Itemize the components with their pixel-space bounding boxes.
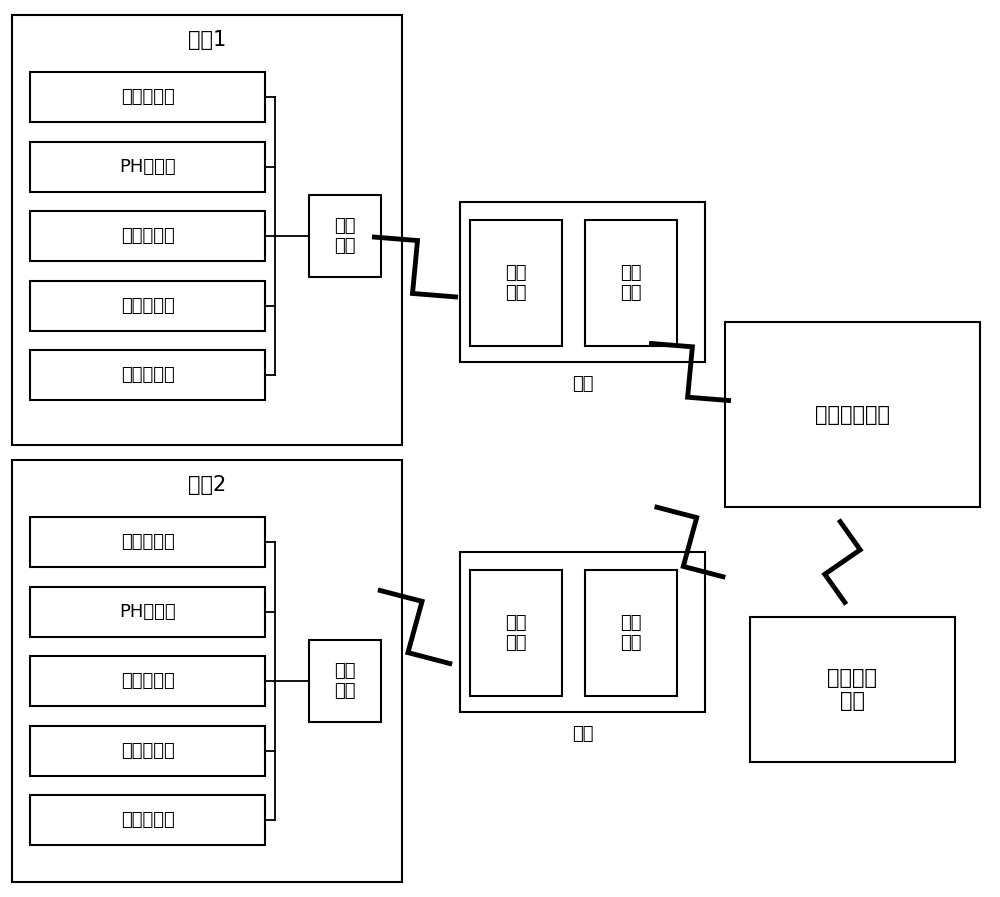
Bar: [30, 281, 265, 330]
Bar: [30, 72, 265, 122]
Text: 溶氧传感器: 溶氧传感器: [121, 88, 174, 106]
Bar: [470, 220, 562, 346]
Text: 管理服务平台: 管理服务平台: [815, 405, 890, 424]
Text: 通讯
模块: 通讯 模块: [620, 614, 642, 652]
Bar: [750, 617, 955, 762]
Bar: [585, 220, 677, 346]
Bar: [30, 517, 265, 567]
Bar: [12, 15, 402, 445]
Bar: [30, 350, 265, 400]
Bar: [470, 570, 562, 696]
Bar: [309, 195, 381, 277]
Text: 路由
节点: 路由 节点: [334, 662, 356, 701]
Text: 温度传感器: 温度传感器: [121, 672, 174, 690]
Text: 溶氧传感器: 溶氧传感器: [121, 533, 174, 551]
Text: 水位传感器: 水位传感器: [121, 742, 174, 760]
Bar: [725, 322, 980, 507]
Bar: [585, 570, 677, 696]
Text: 水位传感器: 水位传感器: [121, 297, 174, 315]
Bar: [12, 460, 402, 882]
Text: 通讯
模块: 通讯 模块: [620, 264, 642, 302]
Bar: [30, 142, 265, 191]
Text: PH传感器: PH传感器: [119, 158, 176, 176]
Text: 网关: 网关: [572, 725, 593, 743]
Text: 汇聚
节点: 汇聚 节点: [505, 264, 527, 302]
Text: 温度传感器: 温度传感器: [121, 227, 174, 245]
Text: 用户服务
平台: 用户服务 平台: [828, 668, 878, 711]
Bar: [460, 552, 705, 712]
Text: 农户2: 农户2: [188, 475, 226, 495]
Text: 网关: 网关: [572, 375, 593, 393]
Text: 其他传感器: 其他传感器: [121, 811, 174, 829]
Bar: [30, 211, 265, 261]
Bar: [30, 656, 265, 706]
Text: 路由
节点: 路由 节点: [334, 216, 356, 256]
Bar: [460, 202, 705, 362]
Text: 汇聚
节点: 汇聚 节点: [505, 614, 527, 652]
Bar: [30, 587, 265, 637]
Bar: [309, 640, 381, 722]
Bar: [30, 726, 265, 776]
Text: PH传感器: PH传感器: [119, 603, 176, 621]
Text: 农户1: 农户1: [188, 30, 226, 50]
Bar: [30, 795, 265, 845]
Text: 其他传感器: 其他传感器: [121, 366, 174, 384]
